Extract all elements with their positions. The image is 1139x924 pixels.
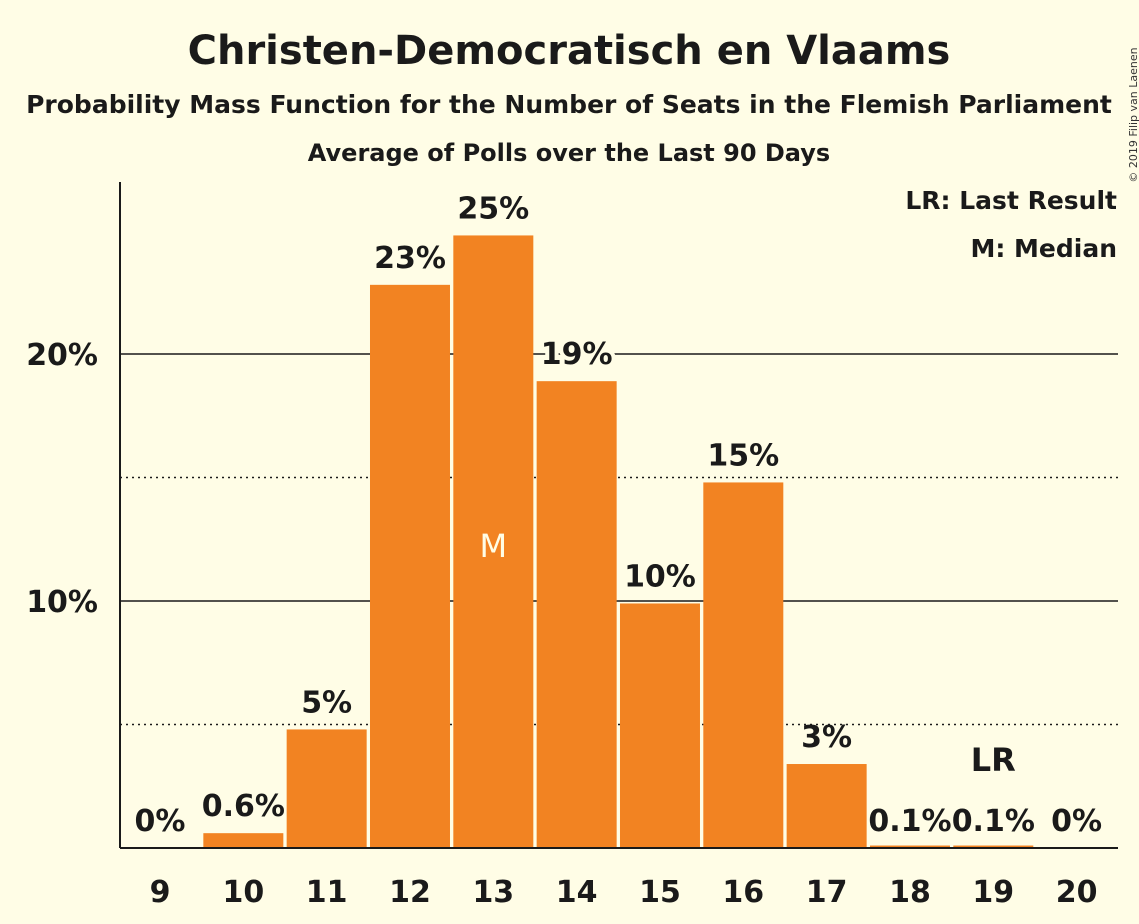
x-tick-label-13: 13 bbox=[472, 875, 514, 910]
bar-19 bbox=[953, 845, 1034, 848]
chart-subtitle: Probability Mass Function for the Number… bbox=[26, 90, 1112, 119]
bar-18 bbox=[869, 845, 950, 848]
data-label-10: 0.6% bbox=[202, 789, 285, 824]
y-tick-label: 10% bbox=[26, 585, 98, 620]
data-label-19: 0.1% bbox=[952, 804, 1035, 839]
chart-subtitle-polls: Average of Polls over the Last 90 Days bbox=[308, 139, 830, 167]
x-tick-label-15: 15 bbox=[639, 875, 681, 910]
y-tick-label: 20% bbox=[26, 338, 98, 373]
bar-16 bbox=[703, 482, 784, 848]
x-tick-label-19: 19 bbox=[972, 875, 1014, 910]
x-tick-label-10: 10 bbox=[222, 875, 264, 910]
x-tick-label-18: 18 bbox=[889, 875, 931, 910]
gridlines bbox=[120, 353, 1118, 726]
x-tick-label-17: 17 bbox=[806, 875, 848, 910]
data-label-17: 3% bbox=[801, 720, 852, 755]
data-label-15: 10% bbox=[624, 559, 696, 594]
legend-last-result: LR: Last Result bbox=[905, 186, 1117, 215]
data-label-20: 0% bbox=[1051, 804, 1102, 839]
x-tick-label-16: 16 bbox=[722, 875, 764, 910]
bar-17 bbox=[786, 764, 867, 848]
data-label-16: 15% bbox=[707, 438, 779, 473]
axes: 10% 20% 9 10 11 12 13 14 15 16 17 18 19 20 bbox=[26, 182, 1118, 910]
data-label-12: 23% bbox=[374, 241, 446, 276]
data-label-18: 0.1% bbox=[868, 804, 951, 839]
bars bbox=[203, 235, 1034, 849]
x-tick-label-12: 12 bbox=[389, 875, 431, 910]
x-tick-label-9: 9 bbox=[150, 875, 171, 910]
bar-11 bbox=[286, 729, 367, 848]
median-marker: M bbox=[480, 527, 508, 565]
bar-12 bbox=[369, 284, 450, 849]
bar-10 bbox=[203, 833, 284, 848]
bar-14 bbox=[536, 381, 617, 848]
x-tick-label-11: 11 bbox=[306, 875, 348, 910]
bar-15 bbox=[619, 603, 700, 848]
copyright-notice: © 2019 Filip van Laenen bbox=[1127, 47, 1139, 182]
bar-13 bbox=[453, 235, 534, 848]
x-tick-label-20: 20 bbox=[1056, 875, 1098, 910]
chart-title: Christen-Democratisch en Vlaams bbox=[188, 28, 951, 74]
data-label-14: 19% bbox=[541, 337, 613, 372]
data-label-13: 25% bbox=[457, 191, 529, 226]
data-label-9: 0% bbox=[135, 804, 186, 839]
data-label-11: 5% bbox=[301, 685, 352, 720]
data-labels: 0% 0.6% 5% 23% 25% 19% 10% 15% 3% 0.1% 0.1% 0% M LR bbox=[135, 187, 1103, 839]
last-result-marker: LR bbox=[971, 741, 1016, 779]
x-tick-label-14: 14 bbox=[556, 875, 598, 910]
legend-median: M: Median bbox=[970, 234, 1117, 263]
